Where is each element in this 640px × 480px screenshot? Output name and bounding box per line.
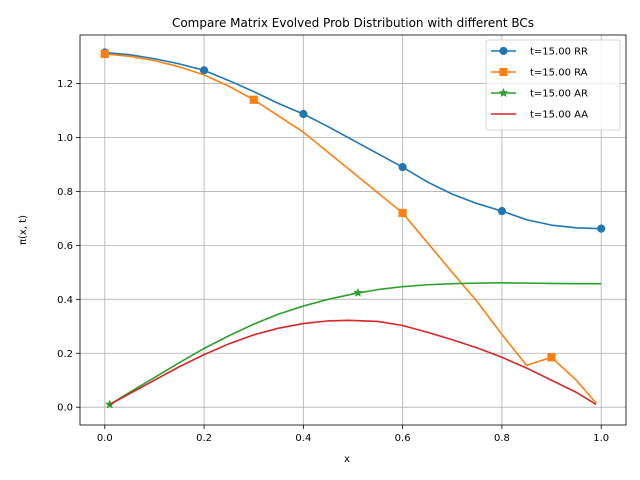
data-point xyxy=(398,208,407,218)
series-line xyxy=(104,51,602,230)
data-point xyxy=(597,224,606,233)
data-point xyxy=(497,207,507,216)
series-line xyxy=(104,53,597,404)
chart-title: Compare Matrix Evolved Prob Distribution… xyxy=(172,16,534,30)
legend-label: t=15.00 AA xyxy=(530,110,588,121)
legend: t=15.00 RR t=15.00 RA t=15.00 AR t=15.00 AA xyxy=(485,39,621,131)
legend-label: t=15.00 RR xyxy=(530,47,588,58)
data-point xyxy=(249,95,258,104)
series-line xyxy=(109,282,602,406)
x-tick-label: 0.0 xyxy=(97,433,113,444)
legend-item: t=15.00 AA xyxy=(491,110,588,121)
legend-box xyxy=(485,39,621,131)
data-point xyxy=(547,353,556,362)
y-tick-label: 0.0 xyxy=(57,403,73,414)
y-tick-label: 1.0 xyxy=(57,133,73,144)
grid xyxy=(80,35,626,425)
axis-ticks: 0.0 0.2 0.4 0.6 0.8 1.0 0.0 0.2 0.4 0.6 0.8 1.0 1.2 xyxy=(57,79,609,444)
legend-marker xyxy=(498,87,509,98)
y-tick-label: 0.6 xyxy=(57,241,73,252)
data-point xyxy=(398,163,407,172)
data-point xyxy=(353,287,363,297)
plot-area-frame xyxy=(79,34,627,426)
series-line xyxy=(109,319,597,406)
legend-items: t=15.00 RR t=15.00 RA t=15.00 AR t=15.00 AA xyxy=(491,47,588,121)
legend-item: t=15.00 RA xyxy=(491,68,588,79)
data-point xyxy=(199,66,209,75)
series-4 xyxy=(109,319,597,406)
legend-label: t=15.00 AR xyxy=(530,89,588,100)
x-axis-label: x xyxy=(344,454,350,465)
data-point xyxy=(299,109,308,119)
x-tick-label: 0.4 xyxy=(295,433,311,444)
legend-item: t=15.00 AR xyxy=(491,87,588,100)
x-tick-label: 0.2 xyxy=(196,433,212,444)
series-layer xyxy=(100,48,606,409)
legend-marker xyxy=(499,67,508,77)
x-tick-label: 0.8 xyxy=(494,433,510,444)
legend-label: t=15.00 RA xyxy=(530,68,588,79)
legend-marker xyxy=(499,46,508,56)
data-point xyxy=(100,49,109,58)
y-axis-label: π(x, t) xyxy=(18,215,29,245)
y-tick-label: 1.2 xyxy=(57,79,73,90)
legend-item: t=15.00 RR xyxy=(491,47,588,58)
series-2 xyxy=(100,49,597,404)
x-tick-label: 0.6 xyxy=(395,433,411,444)
x-tick-label: 1.0 xyxy=(593,433,609,444)
y-tick-label: 0.8 xyxy=(57,187,73,198)
y-tick-label: 0.2 xyxy=(57,349,73,360)
y-tick-label: 0.4 xyxy=(57,295,73,306)
